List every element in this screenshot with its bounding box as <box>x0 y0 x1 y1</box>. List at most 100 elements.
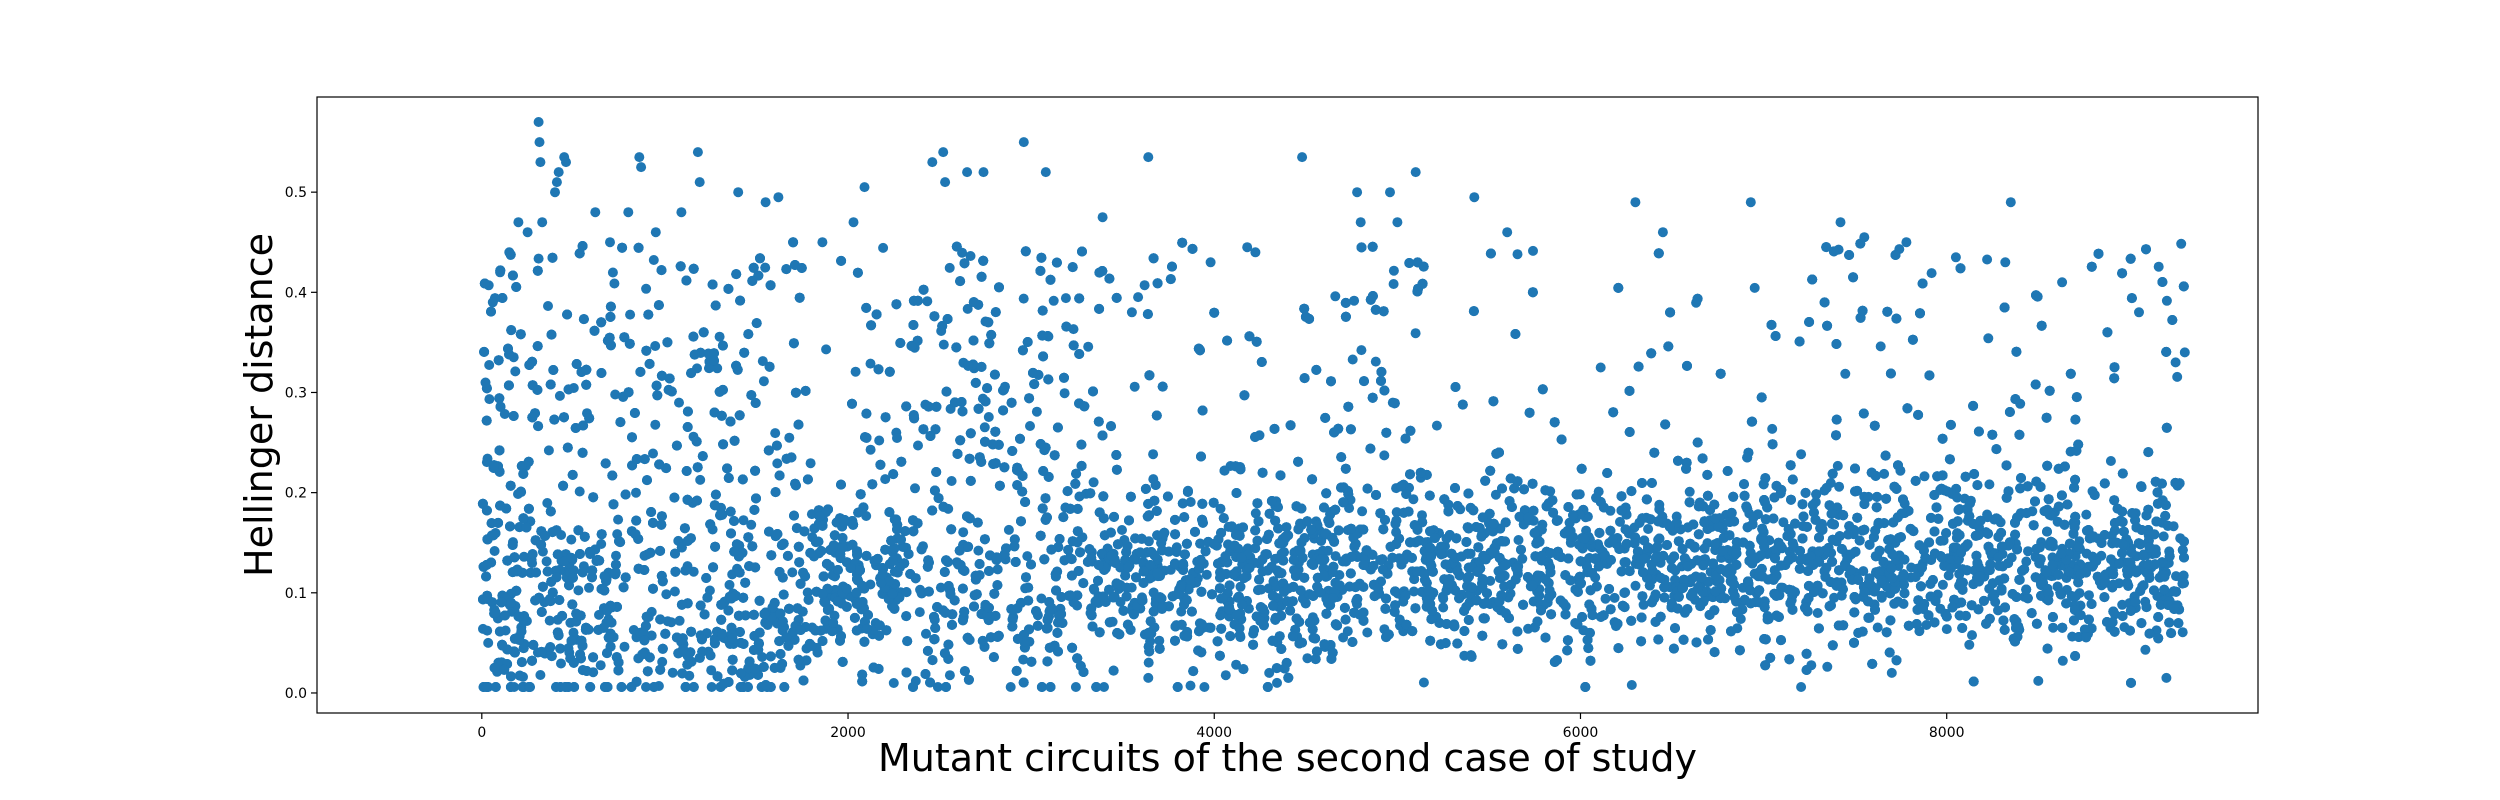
data-point <box>648 255 659 265</box>
data-point <box>2176 238 2187 249</box>
data-point <box>738 515 749 526</box>
data-point <box>519 551 529 562</box>
data-point <box>705 650 716 661</box>
data-point <box>2021 556 2032 567</box>
data-point <box>758 376 769 387</box>
data-point <box>584 582 594 593</box>
data-point <box>510 366 521 377</box>
data-point <box>1235 581 1246 592</box>
data-point <box>1060 293 1071 304</box>
data-point <box>1201 569 1212 580</box>
data-point <box>1643 524 1654 534</box>
data-point <box>1272 677 1282 688</box>
data-point <box>1059 388 1070 399</box>
data-point <box>611 550 621 561</box>
data-point <box>499 409 510 419</box>
data-point <box>946 476 957 486</box>
data-point <box>892 433 902 443</box>
data-point <box>2140 644 2151 655</box>
data-point <box>1388 265 1399 276</box>
data-point <box>574 486 585 497</box>
data-point <box>667 667 678 678</box>
data-point <box>541 556 552 567</box>
data-point <box>1438 602 1449 613</box>
data-point <box>613 514 624 525</box>
data-point <box>1088 477 1099 488</box>
data-point <box>772 458 783 469</box>
data-point <box>1684 486 1695 497</box>
data-point <box>1370 356 1381 367</box>
data-point <box>973 545 984 556</box>
data-point <box>1858 566 1869 577</box>
data-point <box>543 301 553 311</box>
data-point <box>1964 639 1975 650</box>
data-point <box>650 341 661 351</box>
data-point <box>1250 247 1261 258</box>
data-point <box>1139 280 1150 291</box>
data-point <box>607 267 618 278</box>
data-point <box>1630 580 1641 591</box>
data-point <box>1832 460 1843 471</box>
data-point <box>1358 582 1369 592</box>
data-point <box>1778 517 1789 528</box>
data-point <box>878 242 889 253</box>
data-point <box>1018 654 1029 665</box>
data-point <box>1937 579 1948 590</box>
data-point <box>1919 471 1930 482</box>
data-point <box>1840 368 1851 379</box>
data-point <box>850 366 861 377</box>
data-point <box>1879 468 1890 479</box>
data-point <box>1018 293 1029 304</box>
data-point <box>1263 583 1274 594</box>
data-point <box>1408 494 1419 505</box>
data-point <box>821 344 832 355</box>
data-point <box>2161 295 2172 306</box>
data-point <box>983 412 994 422</box>
data-point <box>727 569 738 580</box>
data-point <box>760 262 771 273</box>
data-point <box>2023 546 2033 557</box>
data-point <box>1005 682 1016 692</box>
data-point <box>1517 553 1528 564</box>
data-point <box>935 582 946 593</box>
data-point <box>1330 291 1341 302</box>
data-point <box>874 435 885 446</box>
data-point <box>1595 362 1606 373</box>
data-point <box>1490 489 1501 500</box>
data-point <box>992 564 1003 575</box>
data-point <box>1921 620 1932 630</box>
data-point <box>556 658 566 669</box>
data-point <box>706 665 717 676</box>
data-point <box>712 363 723 374</box>
data-point <box>1822 661 1833 672</box>
data-point <box>641 682 651 692</box>
data-point <box>1600 593 1611 604</box>
data-point <box>1031 406 1042 417</box>
data-point <box>695 474 706 485</box>
data-point <box>1796 449 1807 460</box>
data-point <box>662 616 673 627</box>
data-point <box>641 283 652 294</box>
data-point <box>542 498 553 508</box>
data-point <box>1143 657 1154 668</box>
data-point <box>1379 450 1390 461</box>
data-point <box>1089 584 1100 595</box>
data-point <box>1638 599 1649 610</box>
data-point <box>958 527 969 538</box>
data-point <box>489 546 500 556</box>
data-point <box>1129 381 1140 392</box>
data-point <box>965 251 976 261</box>
data-point <box>2172 371 2183 382</box>
data-point <box>1231 659 1242 670</box>
data-point <box>706 682 717 692</box>
data-point <box>865 444 876 455</box>
data-point <box>1302 653 1313 664</box>
data-point <box>535 670 546 680</box>
data-point <box>1983 333 1994 344</box>
data-point <box>1408 586 1419 597</box>
data-point <box>910 483 920 494</box>
data-point <box>1875 341 1886 352</box>
data-point <box>1512 249 1523 260</box>
data-point <box>1347 354 1358 365</box>
